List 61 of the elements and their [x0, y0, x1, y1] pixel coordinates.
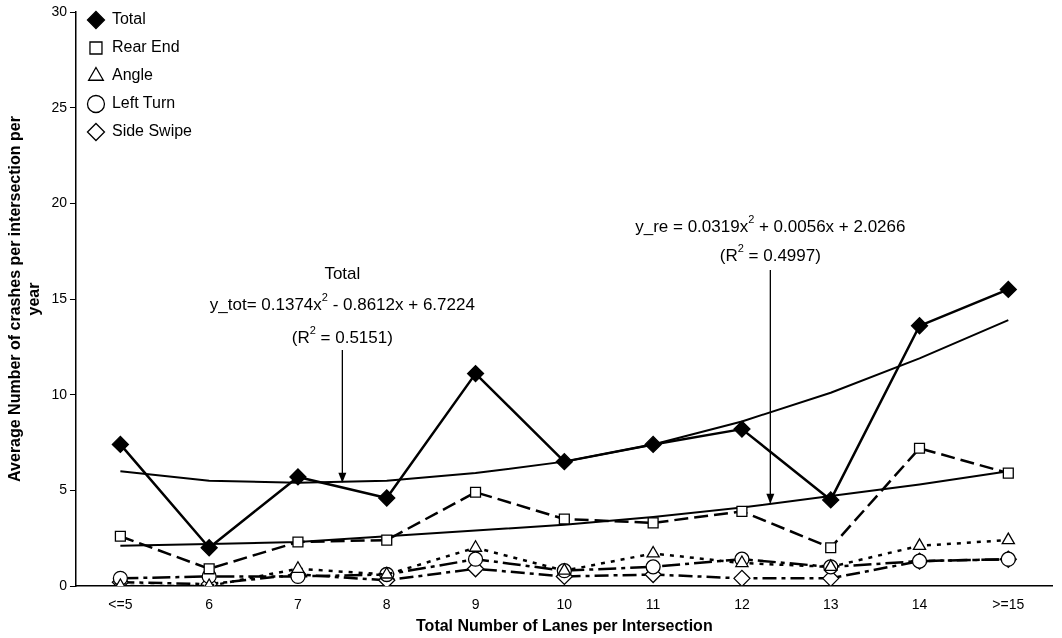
annotation: Total — [324, 263, 361, 283]
point — [468, 540, 483, 552]
x-tick-label: 7 — [294, 596, 303, 613]
point — [733, 569, 751, 586]
point — [469, 486, 482, 498]
point — [1001, 532, 1016, 545]
point — [557, 563, 572, 575]
x-tick-label: 13 — [822, 596, 839, 613]
x-tick-label: 6 — [205, 596, 214, 613]
point — [912, 538, 927, 550]
point — [910, 317, 929, 335]
x-tick-label: 10 — [556, 596, 573, 613]
y-axis-title: Average Number of crashes per intersection per year — [6, 116, 43, 482]
legend-label: Total — [111, 10, 146, 28]
y-tick-label: 20 — [51, 194, 68, 211]
point — [114, 530, 126, 542]
x-tick-label: 11 — [645, 596, 661, 613]
point — [822, 491, 840, 509]
point — [289, 468, 307, 486]
y-tick-label: 10 — [51, 385, 68, 402]
point — [200, 539, 218, 557]
legend-label: Angle — [111, 66, 153, 84]
legend-label: Rear End — [111, 38, 180, 56]
point — [378, 489, 396, 507]
point — [911, 553, 928, 569]
point — [735, 555, 749, 568]
point — [380, 566, 394, 579]
y-tick-label: 0 — [59, 576, 68, 593]
point — [825, 542, 837, 554]
point — [644, 435, 662, 454]
x-tick-label: 14 — [911, 596, 928, 613]
x-tick-label: <=5 — [108, 596, 133, 613]
point — [736, 505, 748, 517]
point — [646, 545, 660, 558]
x-tick-label: 8 — [382, 596, 391, 613]
point — [1000, 551, 1016, 567]
legend-label: Side Swipe — [111, 122, 193, 140]
point — [913, 442, 926, 454]
point — [381, 534, 393, 546]
point — [647, 517, 659, 529]
point — [292, 536, 304, 548]
point — [558, 513, 570, 525]
point — [645, 559, 661, 575]
point — [203, 563, 215, 575]
x-tick-label: 9 — [471, 596, 480, 613]
x-axis-title: Total Number of Lanes per Intersection — [416, 616, 713, 634]
y-tick-label: 5 — [59, 481, 68, 498]
legend-label: Left Turn — [111, 94, 176, 112]
y-tick-label: 15 — [51, 289, 68, 306]
point — [291, 561, 305, 573]
x-tick-label: >=15 — [992, 596, 1025, 613]
point — [1002, 467, 1014, 479]
x-tick-label: 12 — [734, 596, 750, 613]
point — [466, 364, 485, 383]
point — [555, 452, 573, 471]
y-tick-label: 25 — [51, 98, 68, 115]
y-tick-label: 30 — [51, 2, 68, 19]
point — [467, 551, 484, 567]
point — [111, 435, 130, 454]
point — [999, 280, 1017, 299]
point — [733, 420, 751, 438]
